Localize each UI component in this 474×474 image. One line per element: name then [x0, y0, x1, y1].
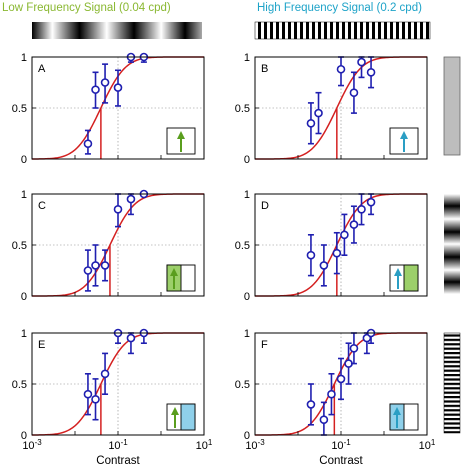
y-tick-label: 0.5	[12, 379, 27, 391]
data-point	[306, 400, 316, 409]
y-tick-label: 1	[244, 52, 250, 64]
data-point	[357, 57, 366, 67]
right-column-title: High Frequency Signal (0.2 cpd)	[257, 2, 422, 14]
condition-icon	[389, 264, 419, 292]
panel-d: 0 0.5 1D	[235, 189, 428, 303]
data-point	[336, 64, 346, 74]
data-point	[91, 85, 100, 94]
data-point	[349, 220, 359, 229]
arrow-icon-head	[170, 268, 178, 276]
condition-icon	[166, 403, 196, 431]
data-point	[349, 343, 359, 353]
icon-fill	[403, 264, 419, 292]
data-point	[100, 261, 110, 270]
data-point	[83, 389, 93, 399]
high-frequency-grating	[254, 21, 431, 40]
data-point	[319, 261, 329, 270]
panel-a: 0 0.5 1A	[12, 52, 205, 166]
panel-label: F	[261, 339, 268, 351]
condition-icon	[166, 264, 196, 292]
condition-icon	[389, 127, 419, 155]
data-point	[100, 78, 110, 87]
y-tick-label: 0	[244, 430, 250, 442]
arrow-icon-head	[177, 131, 185, 139]
panel-e: 0 0.5 1 10-3 10-1 101 Contrast E	[12, 328, 213, 467]
panel-label: E	[38, 339, 45, 351]
low-frequency-grating	[32, 22, 202, 39]
x-tick-exponent: -1	[344, 438, 352, 447]
data-point	[366, 68, 376, 77]
arrow-icon-head	[393, 407, 401, 415]
high-frequency-mask	[443, 332, 461, 434]
x-tick-exponent: -3	[258, 438, 266, 447]
x-tick-exponent: -3	[35, 438, 43, 447]
condition-icon	[166, 127, 196, 155]
y-tick-label: 0.5	[235, 240, 250, 252]
uniform-gray-mask	[443, 56, 461, 156]
x-tick-exponent: 1	[208, 438, 213, 447]
y-tick-label: 0.5	[235, 379, 250, 391]
icon-fill	[180, 403, 196, 431]
data-point	[83, 139, 93, 148]
x-tick-exponent: -1	[121, 438, 129, 447]
x-tick-label: 101	[196, 438, 213, 453]
data-point	[319, 415, 329, 425]
y-tick-label: 1	[21, 328, 27, 340]
x-axis-label: Contrast	[319, 455, 363, 467]
arrow-icon-head	[400, 131, 408, 139]
y-tick-label: 0	[21, 154, 27, 166]
y-tick-label: 0	[244, 154, 250, 166]
data-point	[100, 369, 110, 379]
x-tick-label: 10-3	[22, 438, 42, 453]
data-point	[83, 266, 93, 275]
y-tick-label: 0	[21, 430, 27, 442]
data-point	[366, 197, 376, 207]
low-frequency-mask	[444, 194, 460, 294]
data-point	[340, 230, 349, 240]
panel-f: 0 0.5 1 10-3 10-1 101 Contrast F	[235, 328, 436, 467]
data-point	[306, 119, 316, 128]
data-point	[336, 374, 346, 384]
left-column-title: Low Frequency Signal (0.04 cpd)	[2, 2, 171, 14]
x-tick-label: 10-1	[108, 438, 128, 453]
x-tick-label: 10-1	[331, 438, 351, 453]
y-tick-label: 1	[244, 189, 250, 201]
x-axis-label: Contrast	[96, 455, 140, 467]
y-tick-label: 0.5	[12, 103, 27, 115]
data-point	[113, 205, 123, 214]
y-tick-label: 0.5	[12, 240, 27, 252]
panel-b: 0 0.5 1B	[235, 52, 428, 166]
data-point	[332, 248, 342, 258]
x-tick-label: 101	[419, 438, 436, 453]
arrow-icon-head	[394, 268, 402, 276]
data-point	[91, 261, 100, 270]
y-tick-label: 1	[244, 328, 250, 340]
y-tick-label: 1	[21, 189, 27, 201]
y-tick-label: 0	[21, 291, 27, 303]
data-point	[349, 88, 359, 97]
panel-label: A	[38, 63, 46, 75]
data-point	[113, 83, 123, 92]
y-tick-label: 0.5	[235, 103, 250, 115]
data-point	[91, 394, 100, 404]
data-point	[327, 389, 336, 399]
x-tick-exponent: 1	[431, 438, 436, 447]
y-tick-label: 1	[21, 52, 27, 64]
y-tick-label: 0	[244, 291, 250, 303]
condition-icon	[389, 403, 419, 431]
x-tick-label: 10-3	[245, 438, 265, 453]
panel-label: D	[261, 200, 269, 212]
data-point	[306, 250, 316, 260]
data-point	[126, 194, 136, 204]
data-point	[314, 108, 323, 118]
data-point	[126, 333, 136, 343]
panel-c: 0 0.5 1C	[12, 189, 205, 303]
panel-label: C	[38, 200, 46, 212]
arrow-icon-head	[171, 407, 179, 415]
panel-label: B	[261, 63, 268, 75]
data-point	[357, 205, 366, 214]
